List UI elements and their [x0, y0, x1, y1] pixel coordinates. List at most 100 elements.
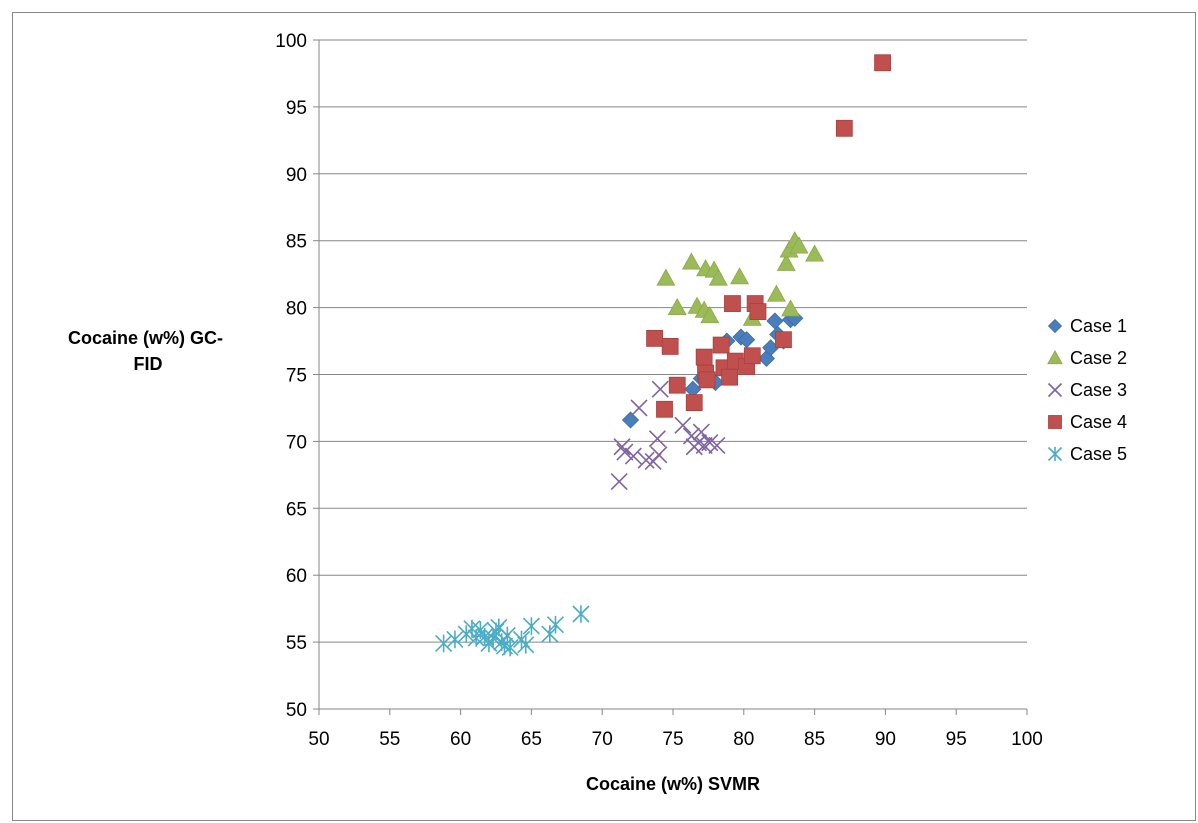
legend-item-case-3: Case 3	[1047, 380, 1127, 400]
legend-label-case-5: Case 5	[1070, 444, 1127, 464]
x-tick-label: 100	[1011, 729, 1043, 750]
legend-item-case-4: Case 4	[1048, 412, 1127, 432]
data-point-case-5	[546, 615, 565, 634]
series-case-4	[646, 54, 891, 418]
y-axis-title-line-2: FID	[134, 354, 163, 374]
y-tick-label: 75	[286, 366, 307, 387]
data-point-case-1	[621, 411, 640, 429]
data-point-case-2	[776, 253, 796, 271]
data-point-case-3	[613, 438, 631, 456]
x-tick-label: 85	[804, 729, 825, 750]
data-point-case-3	[674, 416, 692, 434]
data-point-case-4	[661, 338, 679, 355]
data-point-case-4	[656, 400, 673, 418]
data-point-case-2	[667, 297, 687, 316]
legend-label-case-3: Case 3	[1070, 380, 1127, 400]
series-case-2	[656, 231, 825, 326]
x-tick-label: 50	[308, 729, 329, 750]
gridlines	[319, 39, 1027, 643]
x-tick-label: 55	[379, 729, 400, 750]
y-tick-label: 95	[286, 98, 307, 119]
data-point-case-2	[708, 268, 728, 286]
data-point-case-5	[446, 630, 464, 649]
data-point-case-2	[681, 252, 701, 270]
data-point-case-4	[724, 295, 741, 312]
data-point-case-4	[712, 336, 730, 354]
legend-item-case-5: Case 5	[1047, 444, 1127, 464]
y-tick-labels: 50 55 60 65 70 75 80 85 90 95 100	[275, 31, 307, 721]
data-point-case-5	[501, 638, 519, 657]
x-tick-label: 65	[521, 729, 542, 750]
data-point-case-4	[835, 119, 853, 137]
data-point-case-2	[781, 299, 801, 317]
data-point-case-5	[435, 634, 453, 653]
data-point-case-3	[648, 430, 666, 448]
data-point-case-2	[805, 244, 825, 262]
axes	[313, 39, 1028, 715]
data-point-case-4	[721, 368, 739, 386]
y-tick-label: 65	[286, 499, 307, 520]
legend-marker-case-3	[1047, 382, 1063, 398]
data-point-case-3	[692, 423, 710, 441]
data-point-case-4	[685, 394, 703, 411]
data-point-case-2	[766, 284, 786, 302]
x-tick-label: 90	[875, 729, 896, 750]
y-tick-label: 60	[286, 566, 307, 587]
data-point-case-4	[668, 376, 686, 394]
y-tick-label: 90	[286, 165, 307, 186]
data-point-case-4	[775, 331, 792, 349]
data-point-case-2	[700, 306, 720, 324]
legend: Case 1 Case 2 Case 3 Case 4 Case 5	[1047, 316, 1127, 464]
y-tick-label: 100	[275, 31, 307, 52]
legend-marker-case-1	[1047, 318, 1063, 334]
data-point-case-3	[708, 436, 726, 454]
data-point-case-4	[698, 371, 716, 389]
series-case-5	[435, 605, 590, 657]
data-point-case-2	[730, 267, 750, 285]
data-point-case-3	[624, 447, 642, 465]
y-tick-label: 80	[286, 299, 307, 320]
legend-marker-case-5	[1047, 446, 1063, 462]
x-tick-label: 80	[733, 729, 754, 750]
data-point-case-2	[656, 268, 676, 286]
data-point-case-5	[572, 605, 590, 623]
legend-label-case-4: Case 4	[1070, 412, 1127, 432]
legend-item-case-2: Case 2	[1047, 348, 1127, 368]
x-tick-label: 75	[662, 729, 683, 750]
data-point-case-2	[789, 236, 809, 254]
data-point-case-5	[517, 635, 535, 654]
data-point-case-5	[498, 626, 516, 645]
data-point-case-4	[695, 348, 713, 366]
y-tick-label: 70	[286, 432, 307, 453]
y-axis-title: Cocaine (w%) GC- FID	[68, 328, 228, 374]
x-tick-label: 60	[450, 729, 471, 750]
x-tick-label: 95	[946, 729, 967, 750]
legend-item-case-1: Case 1	[1047, 316, 1127, 336]
legend-marker-case-4	[1048, 415, 1062, 429]
data-point-case-3	[616, 443, 634, 461]
data-point-case-3	[701, 434, 719, 452]
legend-label-case-2: Case 2	[1070, 348, 1127, 368]
y-axis-title-line-1: Cocaine (w%) GC-	[68, 328, 223, 348]
data-point-case-3	[650, 446, 668, 464]
y-tick-label: 50	[286, 700, 307, 721]
data-point-case-4	[743, 347, 761, 365]
y-tick-label: 85	[286, 232, 307, 253]
y-tick-label: 55	[286, 633, 307, 654]
data-point-case-4	[874, 54, 891, 72]
data-point-case-3	[637, 451, 655, 469]
data-point-case-1	[766, 312, 784, 330]
data-point-case-3	[695, 436, 713, 454]
series-case-3	[610, 380, 726, 491]
data-point-case-3	[651, 380, 669, 398]
x-tick-label: 70	[592, 729, 613, 750]
data-point-case-5	[522, 617, 540, 635]
data-point-case-3	[610, 472, 628, 491]
legend-label-case-1: Case 1	[1070, 316, 1127, 336]
x-tick-labels: 50 55 60 65 70 75 80 85 90 95 100	[308, 729, 1042, 750]
data-point-case-4	[749, 303, 767, 321]
chart-frame	[12, 12, 1196, 821]
data-point-case-4	[646, 329, 663, 347]
legend-marker-case-2	[1047, 350, 1063, 365]
